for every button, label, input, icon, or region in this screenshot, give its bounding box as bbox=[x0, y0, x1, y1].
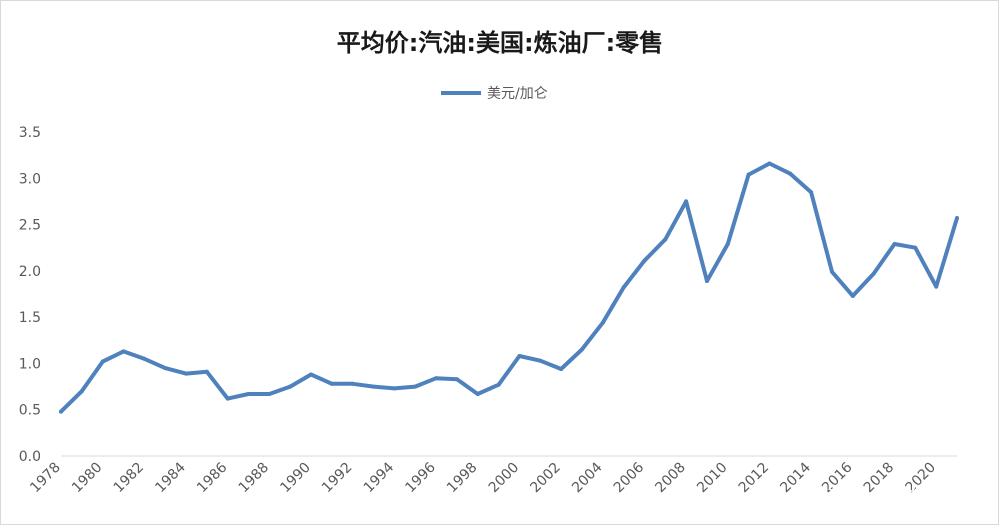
data-point bbox=[496, 382, 501, 387]
legend: 美元/加仑 bbox=[441, 86, 548, 102]
data-point bbox=[559, 367, 564, 371]
chart-title: 平均价:汽油:美国:炼油厂:零售 bbox=[337, 29, 663, 57]
data-point bbox=[684, 199, 689, 204]
data-point bbox=[59, 409, 63, 414]
data-point bbox=[621, 285, 626, 290]
data-point bbox=[850, 293, 855, 298]
data-point bbox=[267, 392, 272, 396]
legend-label: 美元/加仑 bbox=[487, 86, 548, 102]
x-tick-label: 1992 bbox=[319, 460, 356, 497]
x-tick-label: 2012 bbox=[736, 460, 773, 497]
data-point bbox=[934, 284, 939, 289]
data-point bbox=[246, 392, 251, 396]
y-axis: 0.0 0.5 1.0 1.5 2.0 2.5 3.0 3.5 bbox=[19, 125, 41, 465]
data-point bbox=[225, 396, 230, 401]
data-point bbox=[705, 279, 709, 283]
data-point bbox=[350, 381, 355, 386]
x-tick-label: 1984 bbox=[152, 459, 189, 496]
data-point bbox=[142, 356, 147, 361]
data-point bbox=[309, 372, 313, 377]
x-tick-label: 1994 bbox=[361, 459, 398, 496]
x-tick-label: 2004 bbox=[569, 459, 606, 496]
x-tick-label: 1988 bbox=[236, 460, 273, 497]
data-point bbox=[371, 384, 376, 389]
data-point bbox=[413, 384, 418, 389]
x-tick-label: 2014 bbox=[777, 459, 814, 496]
x-tick-label: 1998 bbox=[444, 460, 481, 497]
plot-area bbox=[59, 161, 959, 414]
data-point bbox=[809, 190, 814, 195]
x-tick-label: 1980 bbox=[69, 460, 106, 497]
data-point bbox=[871, 271, 876, 276]
data-point bbox=[788, 171, 793, 176]
x-tick-label: 2000 bbox=[486, 460, 523, 497]
data-point bbox=[538, 358, 543, 363]
data-point bbox=[454, 377, 459, 382]
x-tick-label: 2020 bbox=[902, 460, 939, 497]
data-point bbox=[121, 349, 126, 354]
data-point bbox=[955, 216, 959, 221]
data-point bbox=[434, 376, 439, 381]
y-tick-label: 3.5 bbox=[19, 125, 41, 141]
data-point bbox=[288, 384, 293, 389]
x-tick-label: 2010 bbox=[694, 460, 731, 497]
x-axis: 1978 1980 1982 1984 1986 1988 1990 1992 1994 1996… bbox=[27, 455, 957, 497]
data-point bbox=[79, 389, 84, 394]
data-point bbox=[600, 320, 605, 325]
x-tick-label: 2018 bbox=[861, 460, 898, 497]
x-tick-label: 1996 bbox=[402, 459, 439, 496]
x-tick-label: 2006 bbox=[611, 459, 648, 496]
data-point bbox=[163, 366, 168, 371]
x-tick-label: 2002 bbox=[527, 460, 564, 497]
y-tick-label: 3.0 bbox=[19, 171, 41, 187]
y-tick-label: 1.5 bbox=[19, 310, 41, 326]
data-point bbox=[517, 354, 522, 358]
x-tick-label: 1990 bbox=[277, 460, 314, 497]
data-point bbox=[579, 347, 584, 352]
data-point bbox=[913, 245, 918, 250]
y-tick-label: 1.0 bbox=[19, 356, 41, 372]
data-point bbox=[475, 392, 480, 396]
data-point bbox=[725, 242, 730, 246]
y-tick-label: 0.0 bbox=[19, 449, 41, 465]
data-point bbox=[184, 371, 188, 376]
y-tick-label: 2.0 bbox=[19, 264, 41, 280]
y-tick-label: 2.5 bbox=[19, 218, 41, 234]
data-point bbox=[392, 386, 397, 391]
x-tick-label: 1982 bbox=[111, 460, 148, 497]
x-tick-label: 1986 bbox=[194, 459, 231, 496]
data-point bbox=[830, 269, 834, 274]
data-point bbox=[663, 237, 668, 242]
series-line bbox=[59, 161, 959, 414]
data-point bbox=[642, 258, 647, 263]
data-point bbox=[329, 381, 334, 386]
y-tick-label: 0.5 bbox=[19, 403, 41, 419]
data-point bbox=[892, 242, 897, 246]
x-tick-label: 2016 bbox=[819, 459, 856, 496]
data-point bbox=[746, 172, 751, 177]
data-point bbox=[100, 359, 105, 364]
data-point bbox=[204, 369, 209, 374]
x-tick-label: 2008 bbox=[652, 460, 689, 497]
data-point bbox=[767, 161, 772, 166]
